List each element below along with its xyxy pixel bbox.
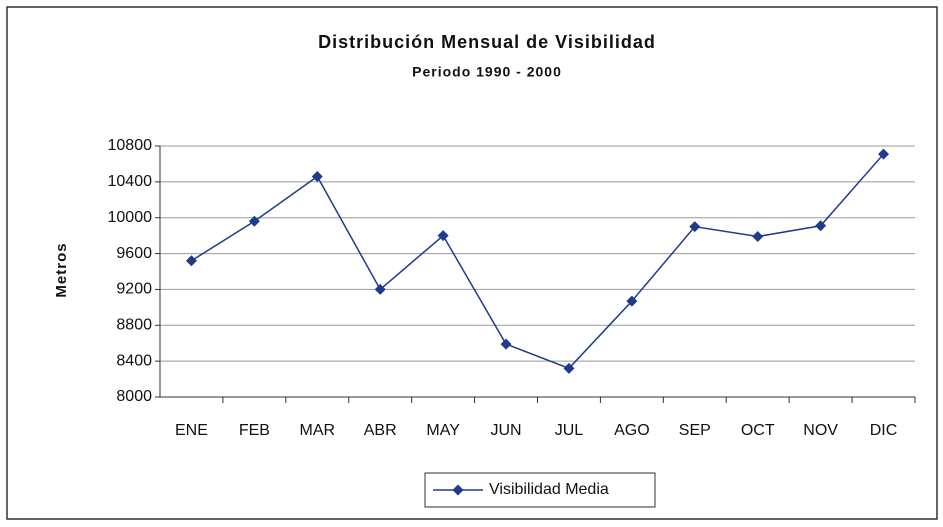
y-tick-label: 10000: [108, 209, 153, 226]
data-point: [248, 215, 260, 227]
x-tick-label: SEP: [679, 422, 711, 439]
data-point: [311, 170, 323, 182]
x-tick-label: DIC: [870, 422, 898, 439]
x-tick-label: AGO: [614, 422, 650, 439]
x-tick-label: ENE: [175, 422, 208, 439]
y-tick-label: 8400: [116, 352, 152, 369]
chart-subtitle: Periodo 1990 - 2000: [412, 64, 562, 80]
y-tick-label: 10800: [108, 137, 153, 154]
data-point: [185, 255, 197, 267]
y-tick-label: 9200: [116, 281, 152, 298]
x-tick-label: OCT: [741, 422, 775, 439]
data-point: [878, 148, 890, 160]
legend-marker: [452, 484, 464, 496]
data-point: [500, 338, 512, 350]
y-tick-label: 8000: [116, 388, 152, 405]
x-tick-label: ABR: [364, 422, 397, 439]
x-tick-label: MAR: [300, 422, 336, 439]
y-axis-label: Metros: [53, 242, 70, 297]
x-tick-label: MAY: [426, 422, 460, 439]
data-point: [374, 283, 386, 295]
data-point: [626, 295, 638, 307]
data-point: [689, 221, 701, 233]
chart-title: Distribución Mensual de Visibilidad: [318, 32, 656, 52]
x-tick-label: JUN: [490, 422, 521, 439]
series-line: [191, 153, 885, 370]
legend-label: Visibilidad Media: [489, 481, 609, 498]
y-tick-label: 10400: [108, 173, 153, 190]
y-tick-label: 9600: [116, 245, 152, 262]
data-point: [563, 362, 575, 374]
x-tick-label: FEB: [239, 422, 270, 439]
chart-frame: [6, 6, 938, 520]
y-tick-label: 8800: [116, 317, 152, 334]
x-tick-label: NOV: [803, 422, 838, 439]
data-point: [437, 230, 449, 242]
x-tick-label: JUL: [555, 422, 584, 439]
data-point: [752, 231, 764, 243]
data-point: [815, 220, 827, 232]
